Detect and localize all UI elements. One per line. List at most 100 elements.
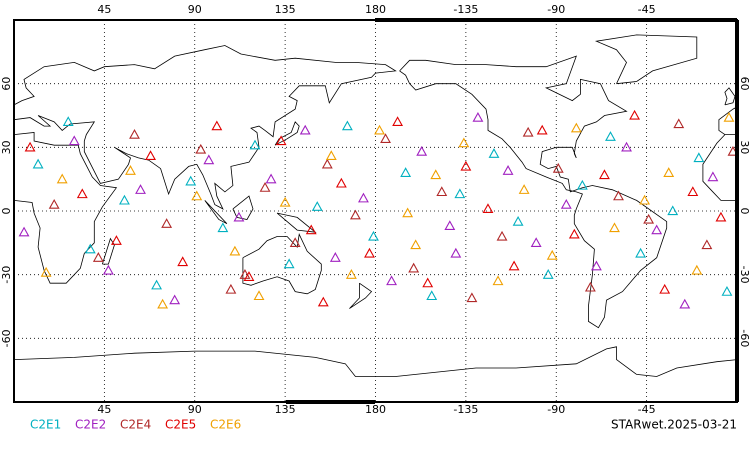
observation-marker [279, 196, 291, 207]
markers [18, 109, 739, 309]
observation-marker [454, 188, 466, 199]
x-tick-label: -45 [638, 3, 656, 16]
observation-marker [203, 154, 215, 165]
coastline [594, 34, 698, 85]
map-title: STARwet.2025-03-21 [611, 418, 737, 432]
observation-marker [466, 292, 478, 303]
observation-marker [629, 109, 641, 120]
coastline [702, 134, 737, 201]
observation-marker [374, 124, 385, 135]
observation-marker [546, 249, 558, 260]
coastline [724, 87, 736, 106]
coastline [242, 232, 322, 295]
observation-marker [460, 160, 472, 171]
observation-marker [496, 230, 508, 241]
observation-marker [32, 158, 44, 169]
observation-marker [325, 150, 337, 160]
y-tick-label: -60 [0, 329, 13, 347]
observation-marker [410, 239, 422, 250]
y-tick-label: 60 [738, 77, 750, 91]
observation-marker [502, 165, 514, 175]
observation-marker [380, 133, 391, 143]
x-tick-label: 90 [188, 403, 202, 416]
observation-marker [364, 247, 375, 258]
observation-marker [102, 264, 114, 275]
coastline [274, 121, 300, 146]
observation-marker [239, 269, 251, 279]
x-tick-label: 180 [365, 403, 386, 416]
y-tick-label: 60 [0, 77, 13, 91]
observation-marker [723, 111, 735, 122]
observation-marker [386, 275, 398, 286]
observation-marker [590, 260, 602, 271]
observation-marker [265, 173, 277, 184]
y-tick-label: 0 [0, 208, 13, 215]
observation-marker [299, 124, 311, 135]
y-tick-label: -60 [738, 329, 750, 347]
observation-marker [321, 158, 333, 169]
observation-marker [679, 298, 691, 309]
observation-marker [341, 120, 353, 131]
observation-marker [408, 262, 420, 273]
observation-marker [707, 171, 719, 182]
observation-marker [450, 247, 462, 258]
observation-marker [233, 211, 245, 222]
observation-marker [436, 186, 448, 197]
x-tick-label: -90 [547, 3, 565, 16]
observation-marker [18, 226, 30, 237]
observation-marker [659, 283, 671, 294]
coastline [13, 132, 118, 284]
x-tick-label: 135 [275, 403, 296, 416]
y-tick-label: 30 [0, 140, 13, 154]
observation-marker [243, 271, 255, 281]
legend-entry: C2E5 [165, 418, 196, 432]
observation-marker [169, 294, 181, 305]
observation-marker [416, 145, 428, 156]
observation-marker [211, 120, 223, 131]
observation-marker [400, 167, 412, 177]
coastline [204, 200, 228, 225]
x-tick-label: 45 [97, 3, 111, 16]
observation-marker [621, 141, 632, 152]
x-tick-label: -45 [638, 403, 656, 416]
observation-marker [275, 135, 287, 146]
observation-marker [635, 247, 647, 258]
observation-marker [129, 128, 140, 139]
observation-marker [536, 124, 548, 135]
observation-marker [135, 184, 146, 194]
x-tick-label: 90 [188, 3, 202, 16]
observation-marker [185, 175, 197, 186]
x-tick-label: -90 [547, 403, 565, 416]
observation-marker [599, 169, 610, 180]
observation-marker [68, 135, 80, 146]
observation-marker [605, 131, 616, 141]
observation-marker [508, 260, 520, 271]
observation-marker [422, 277, 434, 288]
observation-marker [217, 222, 229, 233]
observation-marker [84, 243, 96, 254]
coastline [13, 346, 738, 377]
grid [14, 20, 737, 402]
observation-marker [125, 165, 136, 175]
observation-marker [225, 283, 237, 294]
observation-marker [542, 269, 554, 279]
observation-marker [392, 116, 404, 127]
observation-marker [229, 245, 241, 256]
observation-marker [584, 281, 596, 292]
observation-marker [259, 182, 271, 192]
observation-marker [402, 207, 414, 218]
y-tick-label: 0 [738, 208, 750, 215]
observation-marker [335, 177, 347, 188]
y-tick-label: 30 [738, 140, 750, 154]
coastline [13, 45, 397, 210]
observation-marker [715, 211, 727, 222]
observation-marker [426, 290, 438, 301]
observation-marker [76, 188, 88, 199]
observation-marker [305, 224, 317, 235]
observation-marker [691, 264, 703, 275]
observation-marker [48, 199, 60, 209]
y-tick-label: -30 [0, 266, 13, 284]
observation-marker [492, 275, 504, 286]
observation-marker [552, 162, 564, 173]
legend-entry: C2E6 [210, 418, 241, 432]
